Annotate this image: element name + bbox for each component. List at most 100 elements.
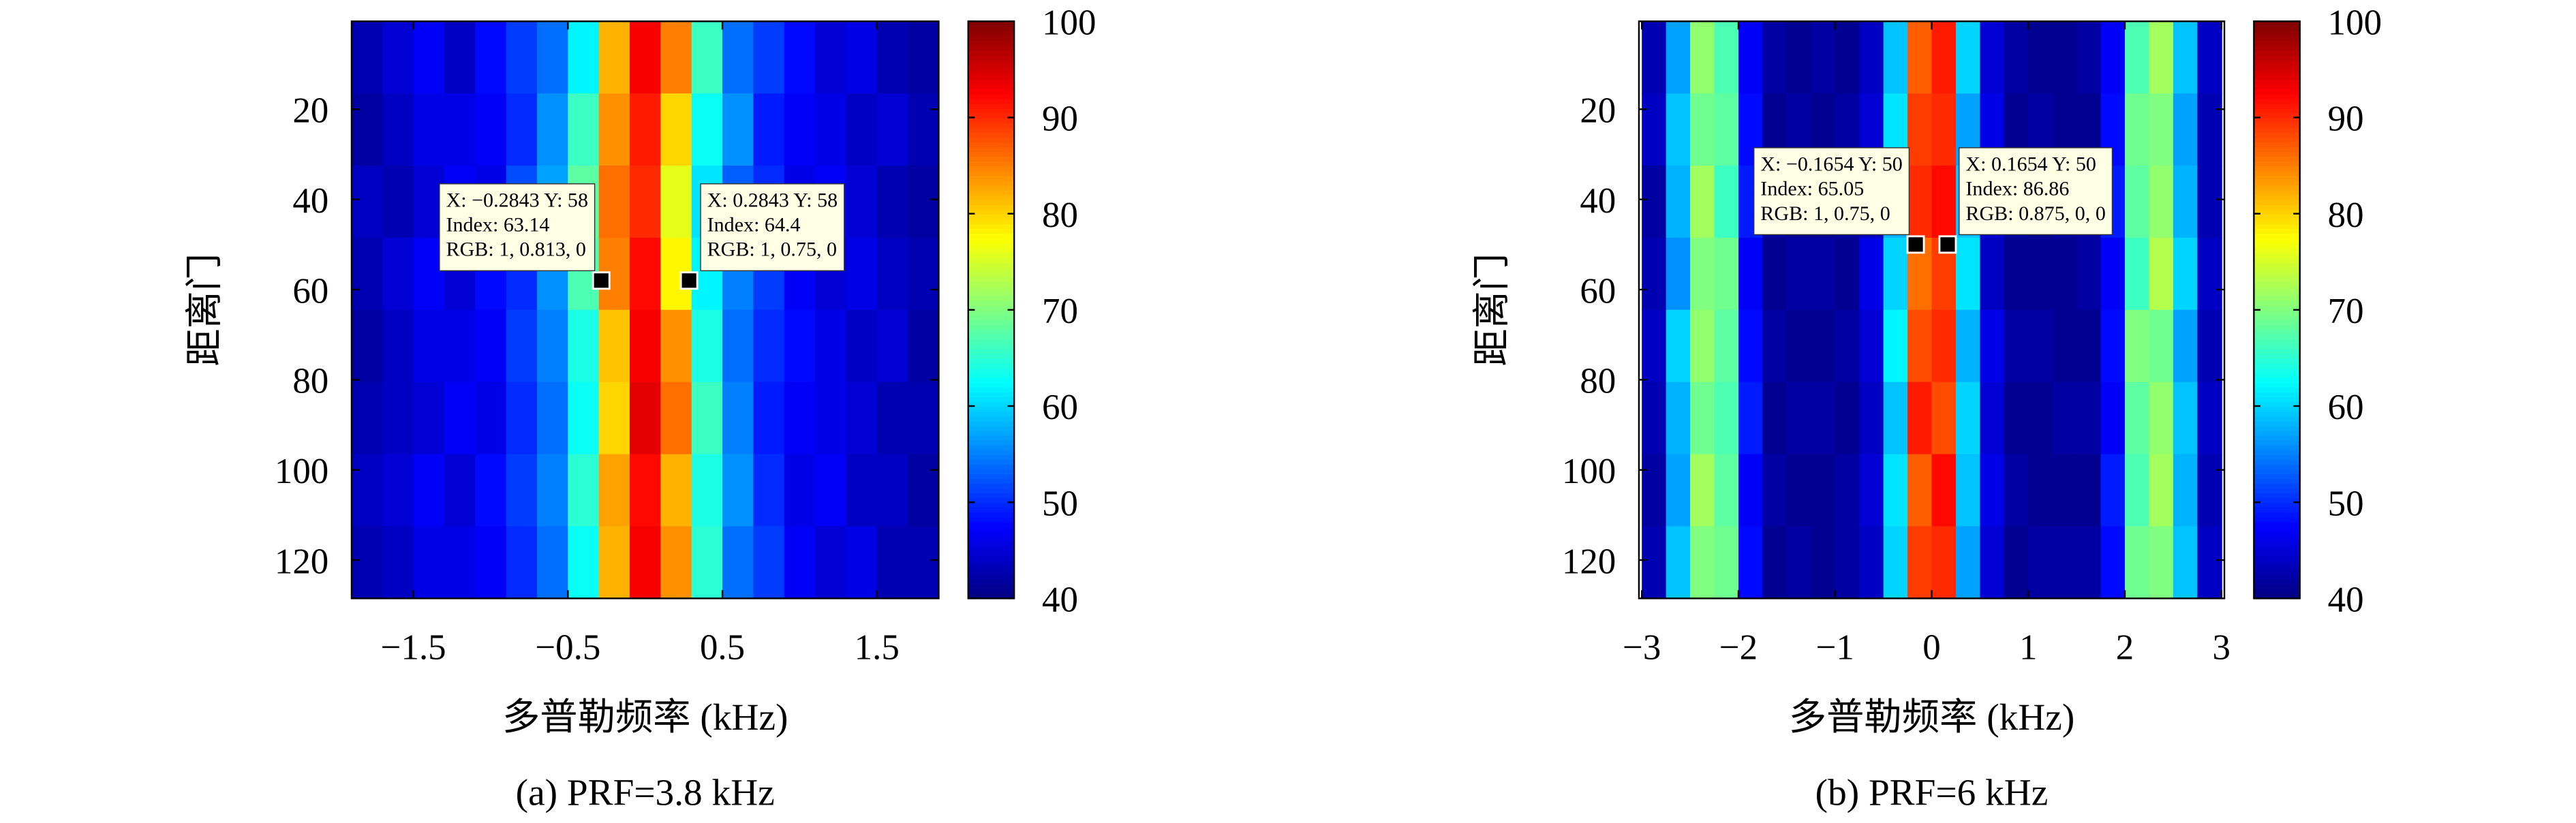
cell <box>2125 309 2150 383</box>
colorbar-strip <box>2254 247 2300 253</box>
cell <box>876 382 909 455</box>
cell <box>660 166 692 238</box>
colorbar-strip <box>2254 550 2300 557</box>
cell <box>1931 93 1957 167</box>
cell <box>2125 166 2150 238</box>
cell <box>1907 382 1933 455</box>
y-tick-label: 60 <box>292 271 328 311</box>
cell <box>2028 309 2053 383</box>
cell <box>784 454 816 527</box>
cell <box>537 309 569 383</box>
cell <box>2028 526 2053 599</box>
cell <box>351 382 384 455</box>
colorbar-strip <box>968 276 1015 282</box>
colorbar-strip <box>2254 40 2300 46</box>
datatip-box <box>700 183 845 272</box>
colorbar-tick-label: 100 <box>1042 3 1096 43</box>
cell <box>722 526 754 599</box>
colorbar-strip <box>2254 295 2300 301</box>
colorbar-tick-label: 100 <box>2328 3 2382 43</box>
y-tick-label: 20 <box>1580 91 1616 131</box>
cell <box>1666 526 1691 599</box>
cell <box>1714 93 1739 167</box>
colorbar-strip <box>968 531 1015 537</box>
colorbar-tick-label: 70 <box>1042 292 1078 331</box>
cell <box>2076 382 2102 455</box>
cell <box>444 21 476 95</box>
cell <box>1931 21 1957 95</box>
cell <box>475 382 507 455</box>
cell <box>876 526 909 599</box>
colorbar-strip <box>2254 314 2300 321</box>
cell <box>1642 309 1667 383</box>
cell <box>846 166 878 238</box>
cell <box>722 309 754 383</box>
cell <box>2100 237 2126 311</box>
colorbar-strip <box>968 305 1015 311</box>
colorbar-strip <box>2254 64 2300 71</box>
colorbar-strip <box>968 295 1015 301</box>
colorbar-strip <box>968 593 1015 600</box>
colorbar-tick-label: 60 <box>2328 388 2364 427</box>
colorbar-strip <box>968 497 1015 503</box>
colorbar-strip <box>2254 439 2300 446</box>
plot-frame <box>350 20 940 600</box>
colorbar-strip <box>2254 84 2300 90</box>
colorbar-strip <box>968 237 1015 244</box>
heatmap-cells <box>351 21 939 599</box>
cell <box>1762 526 1788 599</box>
colorbar-strip <box>968 290 1015 296</box>
cell <box>815 21 847 95</box>
colorbar-tick-label: 70 <box>2328 292 2364 331</box>
y-axis-label: 距离门 <box>184 253 226 367</box>
cell <box>1690 166 1715 238</box>
cell <box>660 21 692 95</box>
colorbar-strip <box>968 535 1015 542</box>
cell <box>1883 454 1909 527</box>
datatip-text: X: −0.1654 Y: 50 <box>1760 153 1902 176</box>
cell <box>876 93 909 167</box>
cell <box>2149 166 2174 238</box>
cell <box>1859 454 1884 527</box>
cell <box>1859 21 1884 95</box>
colorbar-strip <box>968 89 1015 95</box>
colorbar-strip <box>2254 112 2300 119</box>
cell <box>660 526 692 599</box>
cell <box>537 21 569 95</box>
colorbar-strip <box>968 449 1015 455</box>
cell <box>753 93 785 167</box>
cell <box>1859 382 1884 455</box>
colorbar-strip <box>968 266 1015 273</box>
colorbar-strip <box>2254 136 2300 142</box>
cell <box>753 454 785 527</box>
x-tick-label: 1 <box>2019 627 2037 667</box>
colorbar-strip <box>968 420 1015 426</box>
cell <box>2052 454 2078 527</box>
cell <box>2125 454 2150 527</box>
y-tick-label: 40 <box>1580 181 1616 221</box>
colorbar-strip <box>2254 98 2300 104</box>
colorbar-strip <box>2254 391 2300 398</box>
cell <box>2149 93 2174 167</box>
cell <box>691 93 724 167</box>
colorbar-strip <box>968 482 1015 489</box>
cell <box>2125 526 2150 599</box>
cell <box>1762 237 1788 311</box>
colorbar-strip <box>968 463 1015 469</box>
cell <box>1762 309 1788 383</box>
colorbar-strip <box>2254 425 2300 431</box>
colorbar-strip <box>2254 290 2300 296</box>
colorbar-strip <box>2254 559 2300 566</box>
cell <box>2173 454 2198 527</box>
colorbar-strip <box>968 348 1015 354</box>
cell <box>630 309 662 383</box>
colorbar-strip <box>2254 512 2300 518</box>
cell <box>630 382 662 455</box>
cell <box>1714 237 1739 311</box>
cell <box>1980 526 2005 599</box>
colorbar-strip <box>2254 74 2300 80</box>
cell <box>413 454 445 527</box>
colorbar-strip <box>2254 266 2300 273</box>
cell <box>1883 309 1909 383</box>
colorbar-strip <box>2254 175 2300 181</box>
